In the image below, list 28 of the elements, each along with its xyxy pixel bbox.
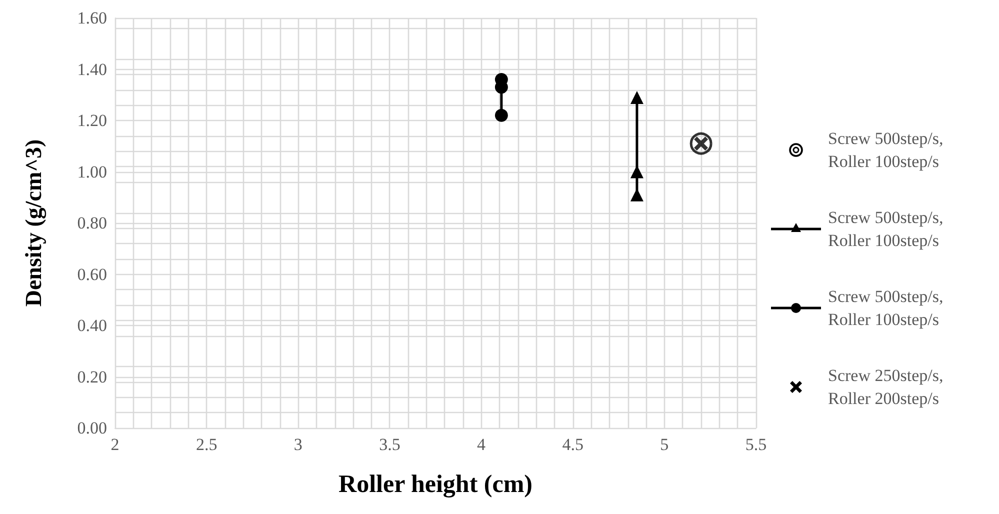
x-tick-label: 4 (477, 435, 486, 454)
y-tick-label: 0.60 (77, 264, 107, 284)
x-tick-label: 5 (660, 435, 669, 454)
x-tick-label: 4.5 (562, 435, 584, 454)
legend-label: Screw 250step/s, Roller 200step/s (828, 365, 944, 410)
point (630, 165, 644, 178)
y-tick-label: 0.80 (77, 214, 107, 232)
x-tick-label: 2.5 (196, 435, 218, 454)
legend-label: Screw 500step/s, Roller 100step/s (828, 286, 944, 331)
x-axis-title: Roller height (cm) (338, 471, 532, 498)
legend-label: Screw 500step/s, Roller 100step/s (828, 207, 944, 252)
y-tick-label: 1.40 (77, 60, 107, 79)
y-tick-label: 1.60 (77, 8, 107, 28)
point (494, 108, 508, 122)
y-tick-label: 1.00 (77, 162, 107, 182)
x-tick-label: 3 (294, 435, 302, 454)
x-tick-label: 3.5 (379, 435, 400, 454)
x-tick-label: 5.5 (745, 435, 767, 454)
y-tick-label: 0.00 (77, 418, 107, 438)
point (630, 188, 644, 202)
y-tick-label: 1.20 (77, 111, 107, 130)
point (690, 132, 712, 155)
y-tick-label: 0.20 (77, 367, 107, 386)
y-axis-title: Density (g/cm^3) (21, 139, 47, 307)
point (630, 90, 644, 104)
x-tick-label: 2 (110, 435, 120, 454)
y-tick-label: 0.40 (77, 316, 107, 335)
legend-label: Screw 500step/s, Roller 100step/s (828, 128, 944, 173)
